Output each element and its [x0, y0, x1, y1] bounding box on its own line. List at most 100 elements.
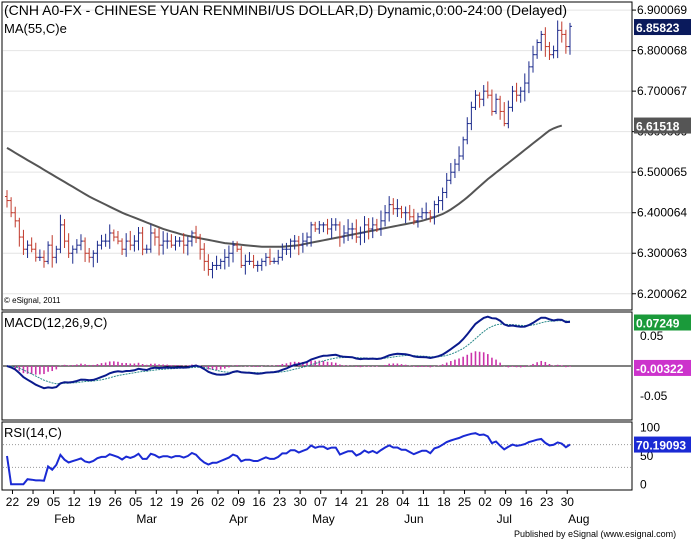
price-bar	[415, 212, 420, 228]
price-bar	[132, 235, 137, 252]
rsi-legend: RSI(14,C)	[4, 425, 62, 440]
last-price-tag-bg	[634, 19, 691, 36]
macd-signal-line	[6, 320, 571, 385]
price-bar	[329, 218, 334, 239]
price-bar	[169, 234, 174, 248]
price-bar	[317, 220, 322, 234]
price-bar	[185, 236, 190, 256]
price-bar	[58, 214, 63, 254]
x-axis: 22 29 05 12 19 26 05 12 19 26 02 09 16 23 30 07 14 21 28 04…	[6, 490, 589, 526]
x-tick-label: 12	[67, 495, 81, 509]
price-bar	[444, 173, 449, 199]
price-bar	[374, 218, 379, 232]
price-bar	[210, 261, 215, 279]
price-bar	[568, 22, 572, 55]
x-tick-label: 30	[293, 495, 307, 509]
price-tick-label: 6.500065	[637, 165, 687, 179]
price-bar	[526, 61, 531, 94]
x-tick-label: 14	[335, 495, 349, 509]
footer-credit: Published by eSignal (www.esignal.com)	[514, 529, 676, 539]
price-bar	[292, 235, 297, 250]
macd-value-tag-bg	[634, 314, 691, 331]
price-bar	[358, 226, 363, 246]
ma-line-layer	[6, 124, 563, 248]
x-month-label: Jul	[497, 512, 512, 526]
macd-tick-label: -0.05	[640, 389, 668, 403]
price-bar	[259, 258, 264, 271]
price-bar	[465, 117, 470, 145]
price-bar	[5, 190, 9, 208]
price-tick-label: 6.700067	[637, 84, 687, 98]
price-tick-label: 6.300063	[637, 246, 687, 260]
ma-value-tag-bg	[634, 117, 691, 134]
price-bar	[74, 239, 79, 254]
x-tick-label: 25	[458, 495, 472, 509]
price-bar	[124, 233, 129, 257]
price-bar	[25, 240, 30, 258]
price-bar	[432, 200, 437, 225]
price-bar	[391, 198, 396, 215]
price-tick-label: 6.400064	[637, 206, 687, 220]
x-tick-label: 12	[150, 495, 164, 509]
price-bar	[33, 242, 38, 262]
price-axis: 6.9000696.8000686.7000676.6000666.500065…	[632, 3, 691, 301]
price-bar	[21, 229, 26, 255]
price-bar	[70, 245, 75, 264]
x-tick-label: 23	[273, 495, 287, 509]
price-bar	[354, 219, 359, 243]
x-tick-label: 09	[499, 495, 513, 509]
price-bar	[107, 224, 112, 249]
price-bar	[161, 231, 166, 255]
price-bar	[218, 258, 223, 270]
price-bar	[510, 85, 515, 112]
price-panel-frame	[1, 1, 633, 311]
rsi-tick-label: 0	[640, 477, 647, 491]
price-bar	[362, 216, 367, 243]
price-bar	[54, 245, 59, 264]
price-bar	[17, 217, 22, 247]
x-tick-label: 30	[561, 495, 575, 509]
price-bar	[9, 197, 14, 218]
macd-panel-frame	[1, 311, 633, 421]
x-tick-label: 04	[396, 495, 410, 509]
price-bar	[263, 253, 268, 267]
macd-hist-value-tag: -0.00322	[636, 362, 684, 376]
price-bar	[559, 21, 564, 43]
rsi-layer	[3, 432, 631, 486]
price-bar	[551, 45, 556, 59]
price-bar	[177, 236, 182, 247]
price-bar	[411, 208, 416, 225]
price-bar	[231, 240, 236, 263]
price-bar	[321, 222, 326, 233]
ma-legend: MA(55,C)e	[4, 21, 67, 36]
price-bar	[103, 233, 108, 247]
price-bar	[457, 146, 462, 172]
price-bar	[140, 226, 145, 256]
price-bar	[300, 232, 305, 253]
price-bar	[148, 224, 153, 253]
price-bar	[366, 218, 371, 240]
price-bar	[66, 233, 71, 258]
price-bar	[144, 244, 149, 254]
price-bar	[309, 221, 314, 247]
price-bar	[383, 205, 388, 227]
price-bar	[494, 93, 499, 115]
price-gridlines	[3, 9, 631, 295]
price-bar	[239, 246, 244, 269]
price-bar	[481, 85, 486, 107]
price-bar	[514, 82, 519, 102]
last-price-tag: 6.85823	[636, 21, 680, 35]
ma-value-tag: 6.61518	[636, 120, 680, 134]
price-bar	[194, 225, 199, 244]
price-bar	[403, 206, 408, 224]
x-tick-label: 07	[314, 495, 328, 509]
price-bar	[448, 163, 453, 185]
x-tick-label: 22	[6, 495, 20, 509]
rsi-line	[6, 432, 571, 486]
price-bar	[469, 101, 474, 131]
price-bar	[95, 240, 100, 263]
price-bar	[424, 202, 429, 220]
price-bar	[440, 187, 445, 211]
